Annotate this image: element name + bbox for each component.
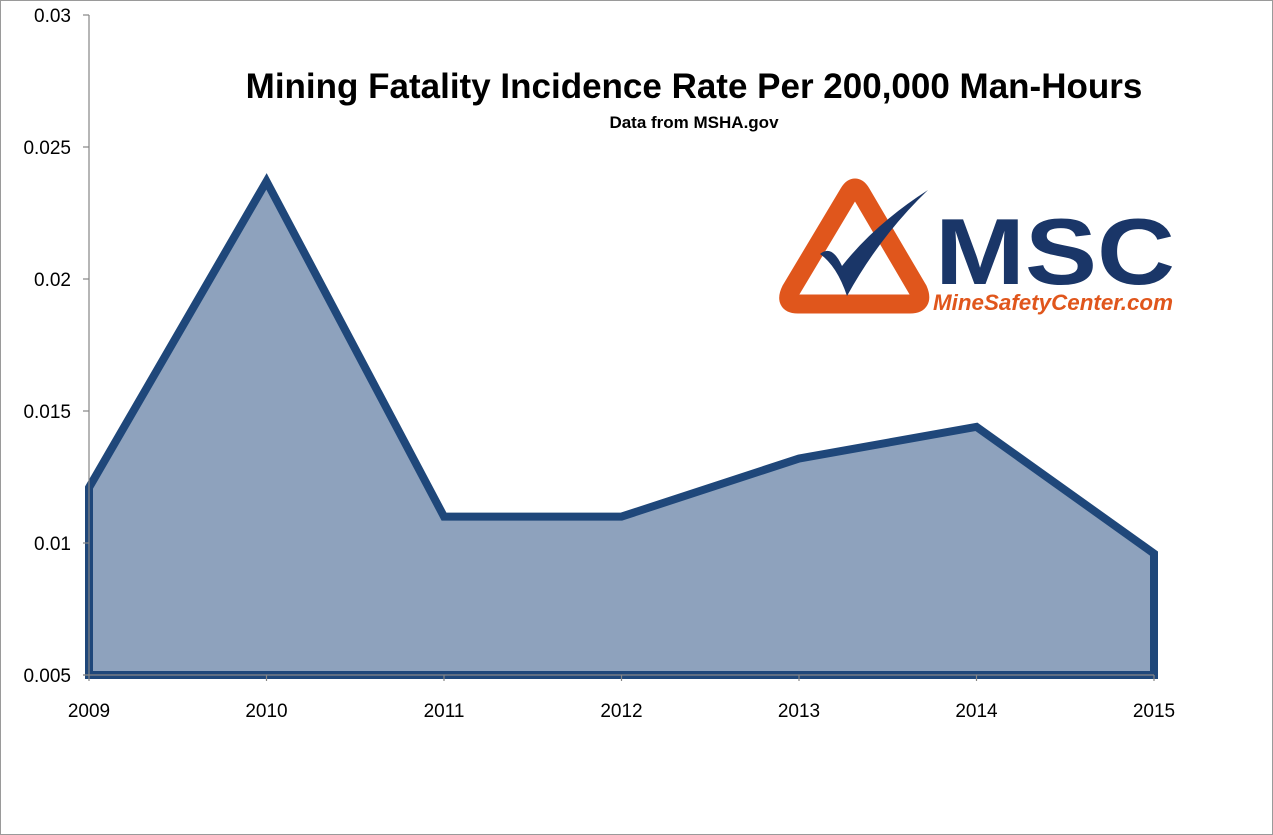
x-tick-label: 2014 bbox=[955, 701, 998, 722]
x-tick-label: 2015 bbox=[1133, 701, 1175, 722]
logo-triangle-icon bbox=[779, 178, 930, 314]
x-tick-label: 2012 bbox=[600, 701, 642, 722]
y-tick-label: 0.015 bbox=[23, 402, 71, 423]
chart-subtitle: Data from MSHA.gov bbox=[609, 113, 779, 132]
chart-title: Mining Fatality Incidence Rate Per 200,0… bbox=[246, 67, 1143, 106]
logo-site: MineSafetyCenter.com bbox=[933, 290, 1173, 315]
y-tick-label: 0.025 bbox=[23, 138, 71, 159]
x-tick-label: 2009 bbox=[68, 701, 110, 722]
x-tick-label: 2011 bbox=[424, 701, 465, 722]
logo-checkmark-icon bbox=[820, 190, 928, 296]
ticks-layer: 0.005 0.01 0.015 0.02 0.025 0.03 2009 2010 2011 2… bbox=[23, 6, 1175, 722]
axes-layer bbox=[83, 15, 1154, 676]
y-tick-label: 0.005 bbox=[23, 666, 71, 687]
y-tick-label: 0.02 bbox=[34, 270, 71, 291]
y-tick-label: 0.03 bbox=[34, 6, 71, 27]
x-tick-label: 2013 bbox=[778, 701, 820, 722]
x-tick-label: 2010 bbox=[245, 701, 287, 722]
msc-logo: MSC MineSafetyCenter.com bbox=[779, 178, 1175, 315]
logo-letters: MSC bbox=[935, 199, 1175, 304]
y-tick-label: 0.01 bbox=[34, 534, 71, 555]
